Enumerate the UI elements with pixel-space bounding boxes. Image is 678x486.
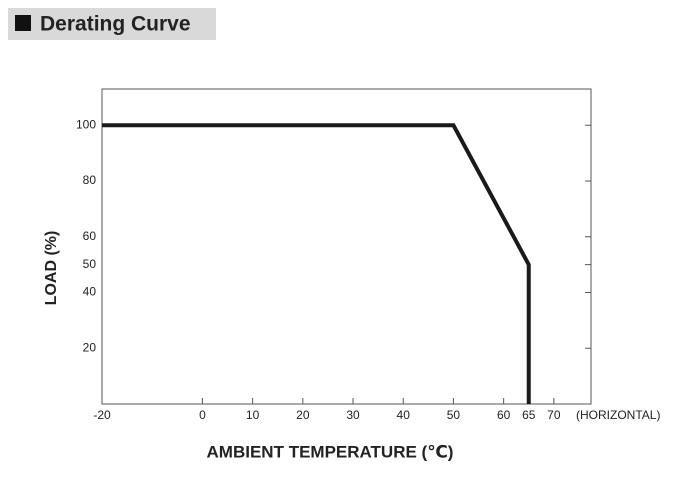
y-tick-label: 50 (83, 257, 97, 271)
y-axis-label: LOAD (%) (43, 231, 60, 306)
x-tick-label: 70 (547, 408, 561, 422)
derating-line (102, 123, 531, 404)
x-tick-label: 50 (447, 408, 461, 422)
x-tick-label: 10 (246, 408, 260, 422)
chart-title: Derating Curve (40, 13, 191, 36)
x-tick-label: 60 (497, 408, 511, 422)
x-tick-label: 65 (522, 408, 536, 422)
y-tick-label: 100 (76, 117, 96, 131)
plot-frame (101, 88, 592, 405)
x-axis-label: AMBIENT TEMPERATURE (℃) (207, 442, 454, 461)
x-tick-label: 30 (346, 408, 360, 422)
title-square (15, 15, 31, 31)
x-tick-label: 40 (397, 408, 411, 422)
y-tick-label: 40 (83, 285, 97, 299)
title-box (8, 8, 216, 40)
x-axis-note: (HORIZONTAL) (576, 408, 660, 422)
x-tick-label: 0 (199, 408, 206, 422)
y-tick-label: 20 (83, 340, 97, 354)
x-tick-label: -20 (93, 408, 111, 422)
y-tick-label: 80 (83, 173, 97, 187)
y-tick-label: 60 (83, 229, 97, 243)
x-tick-label: 20 (296, 408, 310, 422)
